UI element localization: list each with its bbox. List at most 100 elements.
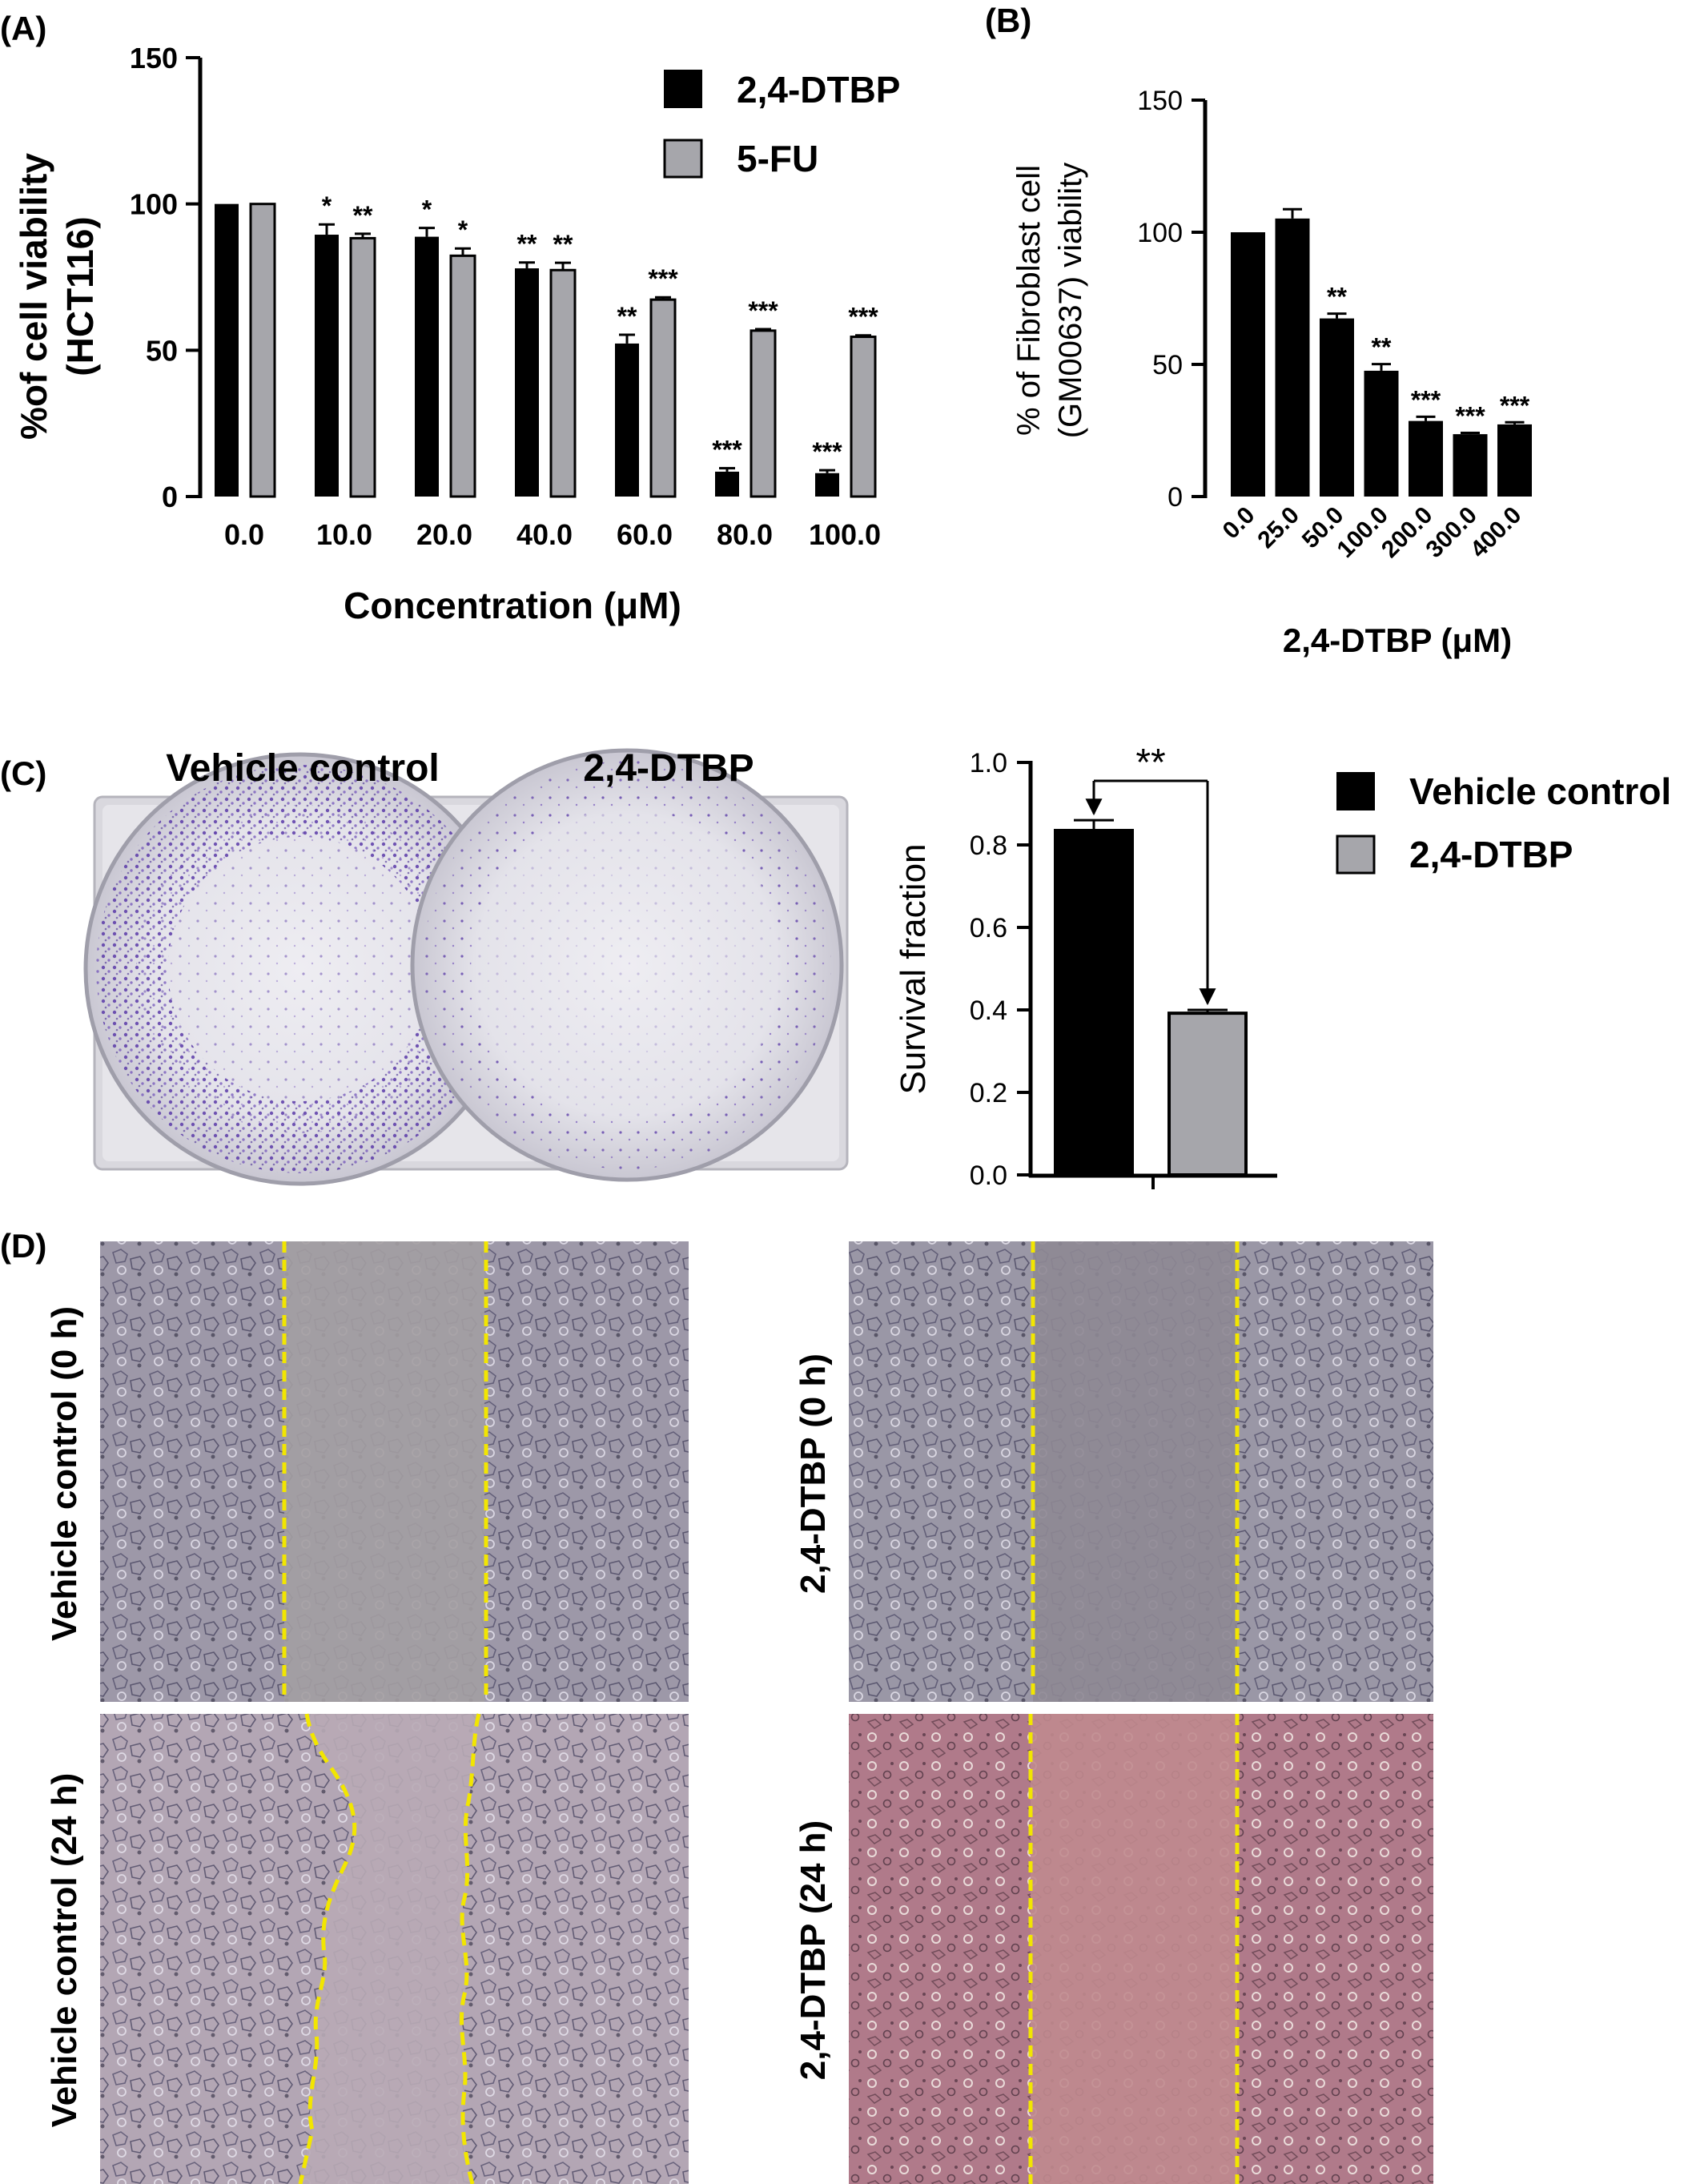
legend-label-5fu: 5-FU [737,138,818,179]
chart-c-legend: Vehicle control 2,4-DTBP [1336,770,1671,875]
colony-label-vehicle: Vehicle control [166,747,439,790]
colony-center-dtbp [443,781,811,1149]
panel-label-b: (B) [985,2,1031,39]
bar-dtbp [1275,218,1310,497]
y-tick-label: 100 [1137,218,1183,248]
chart-b-x-axis-title: 2,4-DTBP (μM) [1283,621,1512,659]
chart-c-y-ticks: 0.0 0.2 0.4 0.6 0.8 1.0 [970,748,1031,1191]
wound-gap [300,1714,479,2184]
y-tick-label: 0.2 [970,1078,1007,1108]
significance-label: ** [553,230,573,259]
y-tick-label: 50 [1152,350,1183,380]
bar-dtbp [1231,232,1265,497]
significance-label: *** [812,437,842,466]
y-tick-label: 1.0 [970,748,1007,778]
x-tick-label: 0.0 [1218,502,1260,545]
chart-a-legend: 2,4-DTBP 5-FU [663,69,900,179]
x-tick-label: 10.0 [316,518,372,551]
significance-label: ** [353,201,373,230]
bar-dtbp [1409,420,1443,497]
significance-label: * [322,191,332,220]
y-tick-label: 0 [162,481,178,513]
legend-swatch-5fu [663,139,703,179]
legend-swatch-dtbp-c [1336,835,1376,875]
bar-5fu [249,203,276,498]
significance-label: * [422,195,432,224]
x-tick-label: 40.0 [516,518,573,551]
x-tick-label: 20.0 [416,518,472,551]
y-tick-label: 50 [146,334,178,367]
wound-label-dtbp-0h: 2,4-DTBP (0 h) [794,1353,833,1594]
colony-center-vehicle [136,805,464,1133]
y-tick-label: 0.4 [970,995,1007,1026]
colony-plate-image [83,748,849,1186]
chart-a-bars: * ** ** ** ******************* [215,191,878,498]
bar-dtbp [1167,1012,1248,1176]
bar-5fu [850,336,877,498]
chart-a-x-ticks: 0.0 10.0 20.0 40.0 60.0 80.0 100.0 [224,518,881,551]
bar-dtbp [815,473,839,497]
bar-dtbp [515,268,539,497]
significance-label: *** [1411,385,1441,414]
chart-c-bars: ** [1054,742,1248,1176]
x-tick-label: 300.0 [1421,502,1482,563]
bar-dtbp [1364,370,1399,497]
chart-c-y-axis-title: Survival fraction [894,843,933,1094]
legend-label-dtbp: 2,4-DTBP [737,69,900,111]
wound-edge-left [298,1713,357,2184]
bar-dtbp [1497,424,1532,497]
significance-label: ** [1135,742,1165,784]
bar-dtbp [1453,434,1488,497]
chart-a-y-axis-title: %of cell viability (HCT116) [13,153,101,440]
panel-label-d: (D) [0,1227,46,1265]
x-tick-label: 200.0 [1376,502,1437,563]
legend-label-vehicle: Vehicle control [1409,770,1671,812]
wound-image-vehicle-24h [100,1713,689,2184]
y-tick-label: 0.6 [970,913,1007,943]
x-tick-label: 100.0 [809,518,881,551]
legend-swatch-dtbp [664,70,702,108]
wound-label-vehicle-0h: Vehicle control (0 h) [45,1306,84,1641]
significance-label: *** [848,303,878,332]
y-tick-label: 0.0 [970,1160,1007,1191]
bar-dtbp [1320,318,1354,497]
bar-5fu [750,329,777,498]
y-tick-label: 0.8 [970,831,1007,861]
wound-image-dtbp-0h [849,1241,1433,1702]
x-tick-label: 25.0 [1252,502,1304,554]
bar-dtbp [315,235,339,497]
significance-label: ** [617,302,637,331]
panel-label-c: (C) [0,754,46,792]
x-tick-label: 0.0 [224,518,264,551]
significance-label: *** [712,436,742,465]
bar-dtbp [615,343,639,497]
x-tick-label: 60.0 [617,518,673,551]
wound-gap [1033,1241,1237,1702]
colony-label-dtbp: 2,4-DTBP [583,747,754,790]
significance-label: ** [517,230,537,259]
wound-gap [284,1241,484,1702]
bar-5fu [449,254,476,498]
y-tick-label: 0 [1167,482,1183,513]
bar-vehicle-control [1054,828,1134,1176]
significance-label: ** [1372,333,1392,362]
wound-label-vehicle-24h: Vehicle control (24 h) [45,1773,84,2128]
bar-5fu [649,298,677,498]
x-tick-label: 400.0 [1465,502,1526,563]
significance-label: ** [1327,283,1347,312]
y-tick-label: 150 [130,42,178,74]
significance-label: *** [1500,391,1530,420]
chart-b-y-axis-title: % of Fibroblast cell (GM00637) viability [1011,163,1088,439]
y-tick-label: 150 [1137,86,1183,116]
bar-5fu [349,236,376,498]
chart-a-x-axis-title: Concentration (μM) [344,585,681,626]
legend-swatch-vehicle [1336,772,1375,810]
significance-label: *** [1455,401,1485,430]
significance-label: *** [648,264,678,293]
wound-image-vehicle-0h [100,1241,689,1702]
chart-c-survival-fraction: 0.00.20.40.60.81.0 ** Survival fraction … [894,742,1671,1191]
wound-gap [1031,1714,1237,2184]
x-tick-label: 100.0 [1332,502,1393,563]
